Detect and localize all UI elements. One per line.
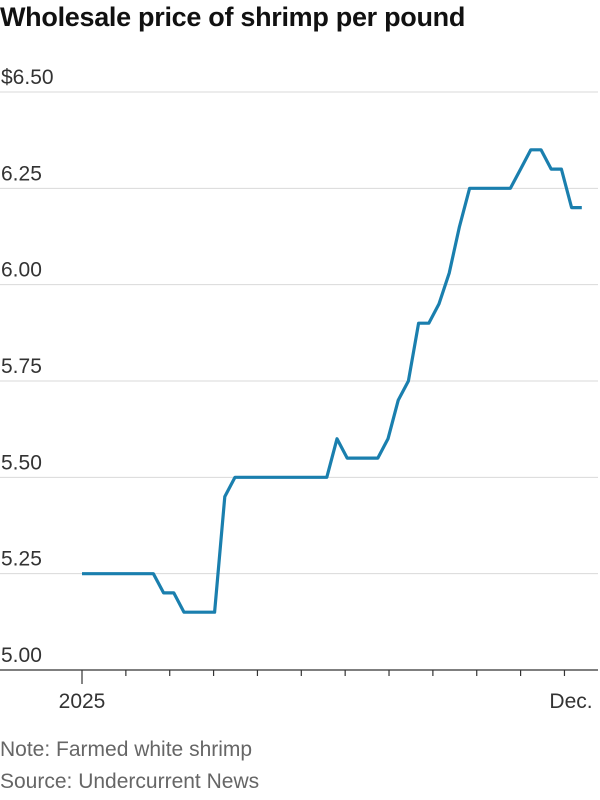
line-chart: 5.00 5.25 5.50 5.75 6.00 6.25 $6.50 2025 Dec.: [0, 66, 598, 713]
y-tick-label: 6.25: [1, 162, 42, 185]
y-tick-label: 5.25: [1, 548, 42, 571]
series-layer: [82, 148, 582, 614]
gridlines: [0, 91, 598, 575]
y-axis-labels: 5.00 5.25 5.50 5.75 6.00 6.25 $6.50: [1, 66, 54, 667]
series-line: [82, 148, 582, 614]
y-tick-label: 5.50: [1, 451, 42, 474]
x-tick-label: Dec.: [549, 690, 592, 713]
chart-title: Wholesale price of shrimp per pound: [0, 2, 466, 32]
y-tick-label: 6.00: [1, 259, 42, 282]
y-tick-label: 5.75: [1, 355, 42, 378]
x-tick-label: 2025: [59, 690, 106, 713]
note-text: Note: Farmed white shrimp: [0, 738, 253, 761]
source-text: Source: Undercurrent News: [0, 770, 260, 793]
y-tick-label: $6.50: [1, 66, 54, 89]
x-axis-labels: 2025 Dec.: [59, 690, 593, 713]
x-axis: [0, 669, 598, 684]
chart-notes: Note: Farmed white shrimp Source: Underc…: [0, 734, 259, 798]
y-tick-label: 5.00: [1, 644, 42, 667]
